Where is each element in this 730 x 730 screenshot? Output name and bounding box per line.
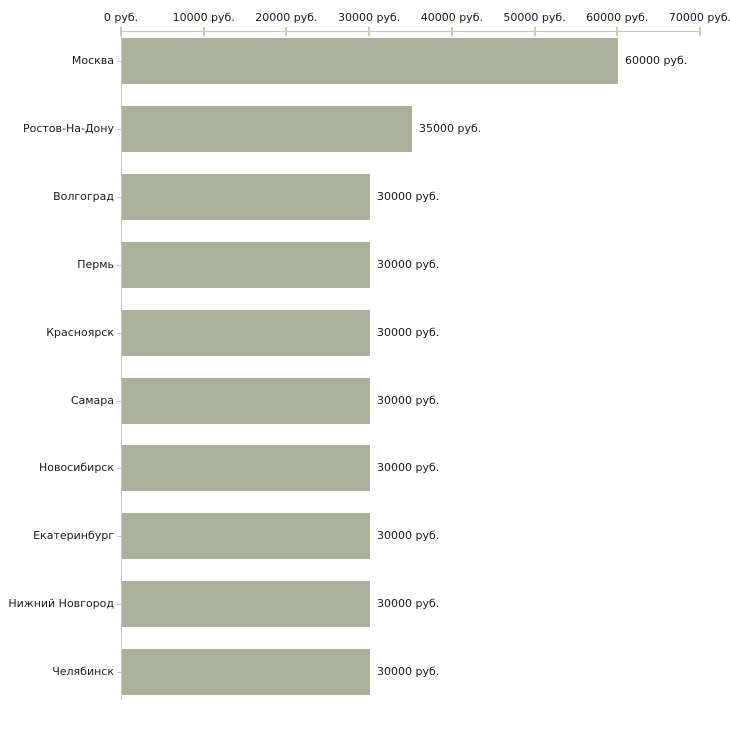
value-label: 30000 руб. xyxy=(377,461,440,474)
x-tick-mark xyxy=(699,27,701,36)
x-tick-mark xyxy=(368,27,371,36)
value-label: 30000 руб. xyxy=(377,597,440,610)
y-tick-mark xyxy=(117,61,121,62)
y-tick-mark xyxy=(117,265,121,266)
y-tick-mark xyxy=(117,604,121,605)
y-tick-mark xyxy=(117,536,121,537)
category-label: Пермь xyxy=(77,258,114,271)
x-tick-label: 60000 руб. xyxy=(586,11,649,24)
bar xyxy=(122,378,370,424)
value-label: 30000 руб. xyxy=(377,529,440,542)
y-tick-mark xyxy=(117,333,121,334)
bar xyxy=(122,649,370,695)
bar xyxy=(122,445,370,491)
bar xyxy=(122,106,412,152)
x-tick-label: 10000 руб. xyxy=(172,11,235,24)
value-label: 30000 руб. xyxy=(377,394,440,407)
category-label: Ростов-На-Дону xyxy=(22,122,114,135)
y-tick-mark xyxy=(117,672,121,673)
value-label: 30000 руб. xyxy=(377,258,440,271)
y-tick-mark xyxy=(117,129,121,130)
category-label: Красноярск xyxy=(46,326,114,339)
category-label: Челябинск xyxy=(52,665,114,678)
x-tick-label: 20000 руб. xyxy=(255,11,318,24)
x-tick-mark xyxy=(450,27,453,36)
x-tick-mark xyxy=(202,27,205,36)
x-tick-label: 30000 руб. xyxy=(338,11,401,24)
value-label: 35000 руб. xyxy=(419,122,482,135)
category-label: Новосибирск xyxy=(38,461,114,474)
x-tick-label: 40000 руб. xyxy=(420,11,483,24)
category-label: Волгоград xyxy=(53,190,114,203)
x-axis-line xyxy=(121,31,701,32)
category-label: Москва xyxy=(71,54,114,67)
category-label: Самара xyxy=(70,394,114,407)
x-tick-label: 0 руб. xyxy=(103,11,139,24)
x-tick-label: 70000 руб. xyxy=(668,11,730,24)
category-label: Екатеринбург xyxy=(33,529,114,542)
value-label: 30000 руб. xyxy=(377,326,440,339)
category-label: Нижний Новгород xyxy=(8,597,114,610)
bar xyxy=(122,310,370,356)
value-label: 30000 руб. xyxy=(377,190,440,203)
x-tick-mark xyxy=(533,27,536,36)
x-tick-label: 50000 руб. xyxy=(503,11,566,24)
bar xyxy=(122,242,370,288)
y-tick-mark xyxy=(117,401,121,402)
bar xyxy=(122,174,370,220)
x-tick-mark xyxy=(285,27,288,36)
y-tick-mark xyxy=(117,197,121,198)
x-tick-mark xyxy=(616,27,619,36)
value-label: 30000 руб. xyxy=(377,665,440,678)
y-axis-line xyxy=(121,31,122,700)
y-tick-mark xyxy=(117,468,121,469)
bar xyxy=(122,38,618,84)
value-label: 60000 руб. xyxy=(625,54,688,67)
bar xyxy=(122,581,370,627)
bar xyxy=(122,513,370,559)
